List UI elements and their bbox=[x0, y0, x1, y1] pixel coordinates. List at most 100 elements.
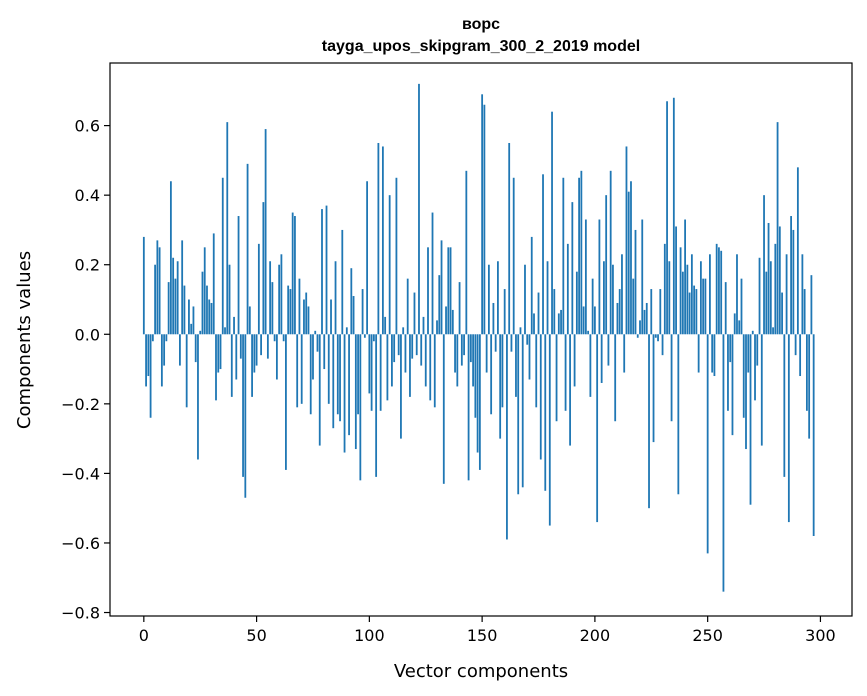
bar bbox=[666, 101, 668, 335]
bar bbox=[203, 247, 206, 335]
bar bbox=[645, 302, 648, 335]
bar bbox=[336, 334, 339, 415]
bar bbox=[515, 334, 517, 397]
bar bbox=[499, 334, 502, 439]
bar bbox=[456, 334, 459, 387]
bar bbox=[745, 334, 747, 450]
bar bbox=[244, 334, 247, 498]
bar bbox=[596, 334, 599, 523]
bar bbox=[794, 334, 797, 356]
bar bbox=[332, 334, 335, 429]
bar bbox=[208, 299, 211, 335]
bar bbox=[368, 334, 371, 394]
bar bbox=[508, 142, 511, 335]
bar bbox=[659, 289, 662, 335]
bar bbox=[497, 261, 499, 335]
bar bbox=[677, 334, 680, 495]
bar bbox=[625, 146, 628, 335]
bar bbox=[663, 243, 666, 335]
bar bbox=[555, 334, 558, 422]
bar bbox=[524, 264, 526, 335]
bar bbox=[266, 334, 269, 359]
bar bbox=[654, 334, 657, 338]
bar bbox=[194, 334, 197, 363]
bar bbox=[760, 334, 763, 446]
bar bbox=[176, 261, 179, 335]
bar bbox=[767, 222, 770, 335]
y-tick-label: 0.0 bbox=[75, 325, 100, 344]
bar bbox=[571, 202, 574, 335]
bar bbox=[377, 142, 380, 335]
bar bbox=[370, 334, 373, 411]
bar bbox=[260, 334, 262, 356]
bar bbox=[427, 247, 429, 335]
bar bbox=[386, 334, 389, 401]
bar bbox=[533, 313, 535, 335]
bar bbox=[720, 250, 723, 335]
bar bbox=[429, 334, 432, 401]
bar bbox=[451, 309, 454, 335]
bar bbox=[503, 289, 506, 335]
bar bbox=[433, 334, 436, 408]
bar bbox=[327, 334, 330, 404]
bar bbox=[463, 334, 465, 356]
bar bbox=[758, 257, 761, 335]
bar bbox=[366, 181, 368, 335]
bar bbox=[212, 233, 215, 335]
bar bbox=[447, 247, 450, 335]
bar bbox=[339, 334, 341, 422]
bar bbox=[575, 271, 578, 335]
bar bbox=[668, 261, 671, 335]
bar bbox=[174, 278, 177, 335]
bar bbox=[551, 111, 553, 335]
bar bbox=[747, 334, 750, 373]
plot-frame bbox=[109, 62, 853, 617]
bar bbox=[147, 334, 150, 377]
bar bbox=[751, 330, 754, 335]
y-tick-label: −0.8 bbox=[61, 604, 100, 623]
bar bbox=[783, 334, 786, 477]
x-axis-label: Vector components bbox=[394, 661, 568, 682]
bar bbox=[210, 302, 213, 335]
bar bbox=[623, 334, 626, 373]
bar bbox=[578, 177, 580, 335]
bar bbox=[226, 122, 229, 335]
bar bbox=[325, 205, 328, 335]
bar bbox=[264, 129, 267, 335]
bar bbox=[769, 261, 772, 335]
bar bbox=[217, 334, 220, 373]
bar bbox=[763, 195, 765, 335]
bar bbox=[436, 320, 438, 335]
bar bbox=[535, 334, 538, 408]
bar bbox=[803, 289, 806, 335]
bar bbox=[185, 334, 188, 408]
bar bbox=[474, 334, 477, 418]
bar bbox=[257, 243, 260, 335]
bar bbox=[183, 285, 186, 335]
bar bbox=[303, 299, 305, 335]
bar bbox=[287, 285, 290, 335]
bar bbox=[156, 240, 159, 335]
bar bbox=[510, 334, 513, 352]
bar bbox=[233, 316, 235, 335]
x-tick-label: 250 bbox=[692, 626, 723, 645]
bar bbox=[221, 177, 224, 335]
bar bbox=[228, 264, 231, 335]
bar bbox=[688, 292, 691, 335]
bar bbox=[239, 334, 242, 359]
bar bbox=[312, 334, 314, 380]
bar bbox=[548, 334, 551, 526]
bar bbox=[242, 334, 244, 477]
bar bbox=[294, 216, 296, 335]
chart-title: ворс bbox=[462, 16, 500, 33]
bar bbox=[424, 334, 427, 387]
bar bbox=[215, 334, 217, 401]
bar bbox=[487, 264, 490, 335]
bar bbox=[201, 271, 204, 335]
bar bbox=[539, 334, 542, 460]
bar bbox=[478, 334, 481, 470]
y-tick-label: 0.2 bbox=[75, 256, 100, 275]
bar bbox=[553, 289, 556, 335]
y-axis-ticks: −0.8 −0.6 −0.4 −0.2 0.0 0.2 0.4 0.6 bbox=[61, 117, 110, 623]
bar bbox=[765, 271, 768, 335]
